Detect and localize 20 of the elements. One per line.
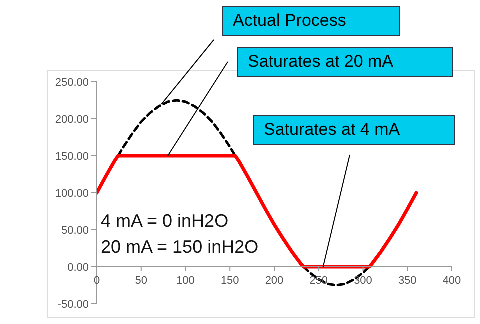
y-tick-label: 150.00 xyxy=(55,150,89,163)
callout-box: Saturates at 4 mA xyxy=(253,115,455,145)
x-tick-label: 50 xyxy=(135,275,148,287)
x-tick-label: 350 xyxy=(398,275,417,287)
callout-box: Actual Process xyxy=(222,6,400,36)
y-tick-label: -50.00 xyxy=(58,298,89,311)
y-tick-label: 200.00 xyxy=(55,114,89,126)
line-series xyxy=(97,154,418,269)
x-tick-label: 400 xyxy=(442,275,462,287)
annotation: 4 mA = 0 inH2O xyxy=(101,210,230,233)
y-tick-label: 50.00 xyxy=(61,224,89,237)
x-tick-label: 300 xyxy=(354,275,372,287)
callout-box: Saturates at 20 mA xyxy=(237,47,453,77)
x-tick-label: 100 xyxy=(176,275,195,287)
annotation: 20 mA = 150 inH2O xyxy=(101,236,259,259)
x-tick-label: 200 xyxy=(265,275,284,287)
x-tick-label: 150 xyxy=(220,275,240,287)
y-tick-label: 250.00 xyxy=(55,76,89,89)
y-tick-label: 100.00 xyxy=(55,188,89,200)
y-tick-label: 0.00 xyxy=(68,262,89,274)
